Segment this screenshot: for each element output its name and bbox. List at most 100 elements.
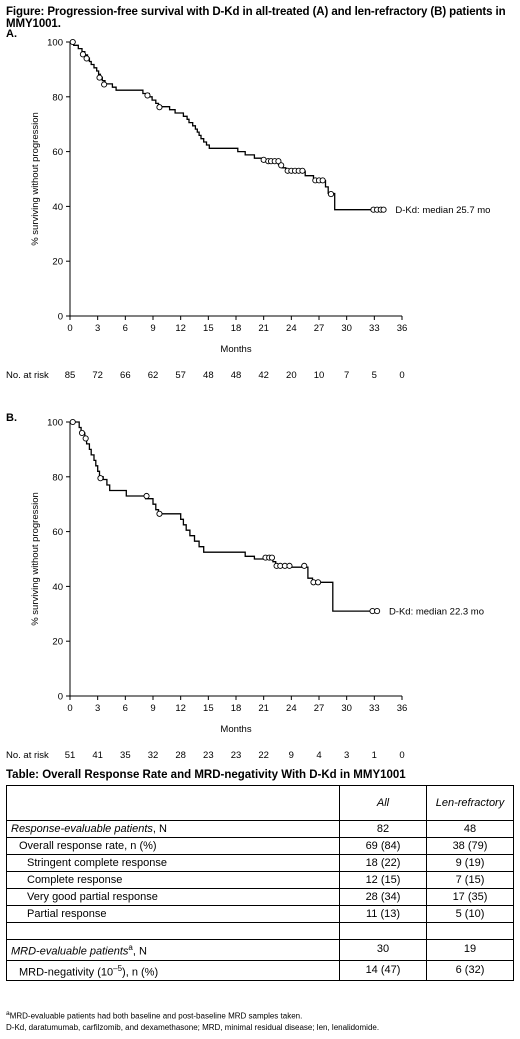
censor-mark [301, 562, 308, 569]
series-label: D-Kd: median 22.3 mo [389, 607, 484, 618]
x-tick-label: 27 [314, 323, 325, 334]
y-tick-label: 80 [52, 472, 63, 483]
x-tick-label: 33 [369, 703, 380, 714]
x-tick-label: 24 [286, 323, 297, 334]
cell-len: 38 (79) [426, 837, 514, 855]
footnote-abbrev: D-Kd, daratumumab, carfilzomib, and dexa… [6, 1022, 380, 1032]
x-axis-title: Months [220, 344, 251, 355]
censor-mark [143, 492, 150, 500]
figure-title: Figure: Progression-free survival with D… [6, 6, 506, 30]
panel-label-b: B. [6, 412, 17, 424]
at-risk-value: 66 [120, 370, 131, 381]
x-tick-label: 18 [231, 323, 242, 334]
at-risk-label: No. at risk [6, 370, 49, 381]
at-risk-value: 1 [372, 750, 377, 761]
y-tick-label: 40 [52, 582, 63, 593]
y-axis-title: % surviving without progression [30, 492, 41, 626]
censor-mark [78, 429, 86, 437]
x-axis-title: Months [220, 724, 251, 735]
footnote-sup: a [6, 1010, 10, 1017]
x-tick-label: 15 [203, 703, 214, 714]
at-risk-value: 57 [175, 370, 186, 381]
panel-label-a: A. [6, 28, 17, 40]
x-tick-label: 24 [286, 703, 297, 714]
at-risk-value: 72 [92, 370, 103, 381]
x-tick-label: 9 [150, 323, 155, 334]
y-tick-label: 0 [58, 312, 63, 323]
footnote-mrd-text: MRD-evaluable patients had both baseline… [9, 1011, 303, 1021]
censor-mark [83, 55, 90, 62]
at-risk-value: 23 [231, 750, 242, 761]
at-risk-value: 48 [231, 370, 242, 381]
censor-mark [156, 510, 163, 517]
censor-mark [268, 554, 276, 561]
at-risk-value: 7 [344, 370, 349, 381]
censor-mark [144, 92, 151, 99]
table-row: MRD-negativity (10–5), n (%) 14 (47) 6 (32… [6, 959, 514, 982]
table-row: Stringent complete response 18 (22) 9 (19) [6, 854, 514, 872]
at-risk-value: 41 [92, 750, 103, 761]
row-label: Complete response [6, 871, 340, 889]
at-risk-value: 35 [120, 750, 131, 761]
header-blank-cell [6, 785, 340, 821]
at-risk-value: 62 [148, 370, 159, 381]
y-tick-label: 100 [47, 418, 63, 429]
at-risk-value: 48 [203, 370, 214, 381]
table-row: Overall response rate, n (%) 69 (84) 38 (7… [6, 837, 514, 855]
censor-mark [327, 191, 335, 198]
row-label-suffix: , N [132, 945, 147, 958]
x-tick-label: 30 [341, 703, 352, 714]
x-tick-label: 12 [175, 703, 186, 714]
at-risk-value: 0 [399, 750, 404, 761]
table-row: MRD-evaluable patientsa, N 30 19 [6, 939, 514, 961]
table-header-row: All Len-refractory [6, 785, 514, 821]
y-tick-label: 80 [52, 92, 63, 103]
cell-all [339, 922, 427, 940]
censor-mark [275, 158, 282, 165]
x-tick-label: 15 [203, 323, 214, 334]
row-label-text: Overall response rate, n (%) [19, 839, 157, 852]
x-tick-label: 9 [150, 703, 155, 714]
row-label-suffix: ), n (%) [122, 966, 159, 979]
row-label: Response-evaluable patients, N [6, 820, 340, 838]
censor-mark [97, 475, 104, 482]
footnote-mrd: aMRD-evaluable patients had both baselin… [6, 1008, 379, 1022]
km-step-curve [70, 421, 379, 612]
censor-mark [96, 74, 103, 81]
censor-mark [286, 562, 293, 569]
y-tick-label: 100 [47, 38, 63, 49]
y-tick-label: 60 [52, 147, 63, 158]
at-risk-value: 0 [399, 370, 404, 381]
row-label: Very good partial response [6, 888, 340, 906]
x-tick-label: 33 [369, 323, 380, 334]
censor-mark [315, 579, 322, 586]
cell-len: 17 (35) [426, 888, 514, 906]
cell-all: 11 (13) [339, 905, 427, 923]
table-row: Very good partial response 28 (34) 17 (35) [6, 888, 514, 906]
x-tick-label: 0 [67, 323, 72, 334]
x-tick-label: 6 [123, 323, 128, 334]
table-row: Complete response 12 (15) 7 (15) [6, 871, 514, 889]
censor-mark [79, 51, 86, 58]
at-risk-value: 3 [344, 750, 349, 761]
cell-all: 28 (34) [339, 888, 427, 906]
row-label: MRD-evaluable patientsa, N [6, 939, 340, 961]
x-tick-label: 36 [397, 703, 408, 714]
row-label: MRD-negativity (10–5), n (%) [6, 959, 340, 982]
x-tick-label: 21 [258, 703, 269, 714]
y-tick-label: 40 [52, 202, 63, 213]
censor-mark [374, 608, 381, 615]
at-risk-value: 85 [65, 370, 76, 381]
row-label-text: Complete response [27, 873, 123, 886]
row-label-superscript: a [128, 943, 133, 952]
table-title: Table: Overall Response Rate and MRD-neg… [6, 769, 406, 781]
y-axis-title: % surviving without progression [30, 112, 41, 246]
table-row: Response-evaluable patients, N 82 48 [6, 820, 514, 838]
cell-len: 19 [426, 939, 514, 961]
censor-mark [156, 104, 163, 111]
row-label: Partial response [6, 905, 340, 923]
censor-mark [101, 81, 108, 88]
header-all: All [339, 785, 427, 821]
cell-len: 9 (19) [426, 854, 514, 872]
cell-all: 30 [339, 939, 427, 961]
